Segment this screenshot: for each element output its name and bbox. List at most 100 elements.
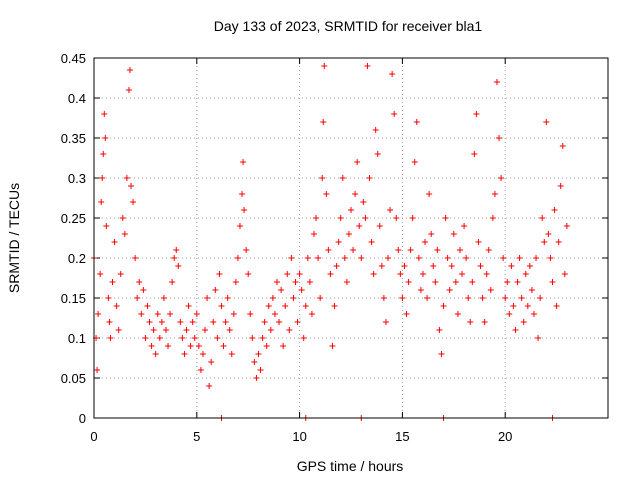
data-point xyxy=(461,223,468,229)
data-point xyxy=(545,231,552,237)
data-point xyxy=(146,319,153,325)
data-point xyxy=(288,255,295,261)
plot-frame xyxy=(93,57,609,419)
data-point xyxy=(422,239,429,245)
data-point xyxy=(123,175,130,181)
data-point xyxy=(483,271,490,277)
data-point xyxy=(463,255,470,261)
data-point xyxy=(273,279,280,285)
data-point xyxy=(506,311,513,317)
data-point xyxy=(189,319,196,325)
data-point xyxy=(374,151,381,157)
y-tick-label: 0.15 xyxy=(61,291,86,306)
data-point xyxy=(473,111,480,117)
data-point xyxy=(329,343,336,349)
data-point xyxy=(148,343,155,349)
data-point xyxy=(152,351,159,357)
data-point xyxy=(107,335,114,341)
data-point xyxy=(269,295,276,301)
data-point xyxy=(156,335,163,341)
data-point xyxy=(469,279,476,285)
data-point xyxy=(496,135,503,141)
data-point xyxy=(500,255,507,261)
data-point xyxy=(321,63,328,69)
data-point xyxy=(491,191,498,197)
x-tick-label: 15 xyxy=(395,429,409,444)
data-point xyxy=(187,343,194,349)
data-point xyxy=(284,271,291,277)
data-point xyxy=(315,255,322,261)
data-point xyxy=(477,263,484,269)
data-point xyxy=(249,335,256,341)
data-point xyxy=(512,327,519,333)
data-point xyxy=(210,319,217,325)
data-point xyxy=(265,303,272,309)
data-point xyxy=(94,367,101,373)
data-point xyxy=(325,247,332,253)
data-point xyxy=(399,295,406,301)
data-point xyxy=(537,295,544,301)
data-point xyxy=(446,287,453,293)
data-point xyxy=(541,239,548,245)
data-point xyxy=(216,271,223,277)
data-point xyxy=(171,255,178,261)
data-point xyxy=(183,327,190,333)
data-point xyxy=(436,327,443,333)
x-axis-label: GPS time / hours xyxy=(297,458,404,474)
data-point xyxy=(551,207,558,213)
x-tick-label: 10 xyxy=(292,429,306,444)
data-point xyxy=(239,191,246,197)
data-point xyxy=(561,271,568,277)
data-point xyxy=(401,263,408,269)
data-point xyxy=(243,247,250,253)
data-point xyxy=(175,263,182,269)
data-point xyxy=(471,151,478,157)
data-point xyxy=(481,319,488,325)
data-point xyxy=(487,287,494,293)
data-point xyxy=(514,279,521,285)
data-point xyxy=(343,279,350,285)
data-point xyxy=(337,215,344,221)
data-point xyxy=(526,263,533,269)
data-point xyxy=(549,279,556,285)
data-point xyxy=(393,215,400,221)
data-point xyxy=(539,215,546,221)
data-point xyxy=(99,175,106,181)
chart-title: Day 133 of 2023, SRMTID for receiver bla… xyxy=(214,18,483,34)
data-point xyxy=(132,255,139,261)
data-point xyxy=(508,263,515,269)
y-tick-label: 0.1 xyxy=(68,331,86,346)
data-point xyxy=(413,119,420,125)
data-point xyxy=(409,215,416,221)
data-point xyxy=(150,327,157,333)
data-point xyxy=(271,311,278,317)
data-point xyxy=(245,271,252,277)
x-tick-label: 0 xyxy=(90,429,97,444)
data-point xyxy=(304,255,311,261)
data-point xyxy=(319,175,326,181)
data-point xyxy=(98,199,105,205)
y-tick-label: 0.35 xyxy=(61,131,86,146)
data-point xyxy=(498,175,505,181)
data-point xyxy=(206,383,213,389)
data-point xyxy=(415,255,422,261)
data-point xyxy=(368,239,375,245)
data-point xyxy=(407,247,414,253)
data-point xyxy=(101,111,108,117)
data-point xyxy=(366,175,373,181)
y-axis-label: SRMTID / TECUs xyxy=(6,183,22,293)
data-point xyxy=(430,263,437,269)
data-point xyxy=(236,223,243,229)
data-point xyxy=(563,223,570,229)
data-point xyxy=(111,239,118,245)
data-point xyxy=(294,319,301,325)
data-point xyxy=(253,375,260,381)
data-point xyxy=(220,343,227,349)
data-point xyxy=(535,335,542,341)
data-point xyxy=(339,175,346,181)
data-point xyxy=(438,351,445,357)
data-point xyxy=(456,247,463,253)
data-point xyxy=(204,295,211,301)
data-point xyxy=(113,303,120,309)
